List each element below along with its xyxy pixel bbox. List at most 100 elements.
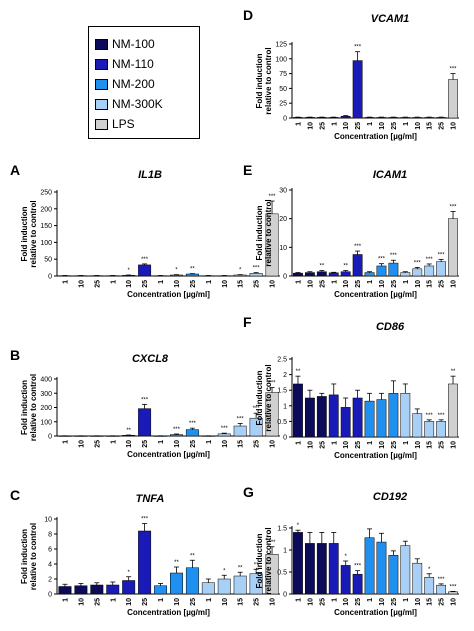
bar-nm-100-10 bbox=[304, 543, 315, 595]
bar-nm-300k-1 bbox=[400, 272, 411, 277]
y-tick-label: 25 bbox=[279, 101, 287, 108]
y-tick-label: 0.5 bbox=[277, 570, 287, 577]
y-tick-label: 10 bbox=[279, 245, 287, 252]
chart-title: TNFA bbox=[136, 493, 165, 505]
bar-nm-300k-15 bbox=[233, 575, 247, 595]
x-tick-label: 1 bbox=[403, 280, 410, 284]
y-axis-label: Fold inductionrelative to control bbox=[255, 527, 273, 594]
bar-nm-300k-15 bbox=[233, 425, 247, 437]
x-tick-label: 25 bbox=[190, 440, 197, 448]
bar-nm-110-25 bbox=[352, 573, 363, 595]
bar-nm-110-25 bbox=[352, 397, 363, 438]
chart-panel-tnfa: C TNFA 0 2 4 6 8 10 Fold inductionrelative to co… bbox=[10, 487, 280, 617]
bar-nm-100-1 bbox=[293, 383, 303, 438]
bar-lps-10 bbox=[448, 383, 458, 438]
bar-nm-200-1 bbox=[364, 400, 375, 438]
x-tick-label: 10 bbox=[451, 598, 458, 606]
y-tick-label: 0 bbox=[283, 592, 287, 599]
x-tick-label: 15 bbox=[238, 440, 245, 448]
x-tick-label: 1 bbox=[367, 280, 374, 284]
x-tick-label: 10 bbox=[451, 280, 458, 288]
x-tick-label: 10 bbox=[415, 441, 422, 449]
x-tick-label: 25 bbox=[190, 598, 197, 606]
x-tick-label: 25 bbox=[94, 440, 101, 448]
bar-nm-100-25 bbox=[90, 584, 104, 595]
x-tick-label: 25 bbox=[391, 280, 398, 288]
y-axis-label: Fold inductionrelative to control bbox=[20, 374, 38, 441]
y-tick-label: 75 bbox=[279, 71, 287, 78]
significance-label: *** bbox=[426, 413, 434, 419]
significance-label: *** bbox=[253, 266, 261, 272]
x-tick-label: 1 bbox=[158, 598, 165, 602]
x-tick-label: 10 bbox=[307, 441, 314, 449]
panel-letter: C bbox=[10, 487, 20, 503]
bar-nm-300k-10 bbox=[217, 433, 231, 437]
bar-nm-100-1 bbox=[293, 272, 303, 277]
panel-letter: G bbox=[243, 484, 254, 500]
y-tick-label: 0 bbox=[48, 434, 52, 441]
bar-nm-100-25 bbox=[316, 543, 327, 595]
x-tick-label: 25 bbox=[319, 280, 326, 288]
x-tick-label: 25 bbox=[439, 122, 446, 130]
x-tick-label: 1 bbox=[158, 280, 165, 284]
x-tick-label: 1 bbox=[403, 122, 410, 126]
x-axis-label: Concentration [µg/ml] bbox=[334, 451, 417, 460]
significance-label: *** bbox=[438, 577, 446, 583]
bar-lps-10 bbox=[448, 79, 458, 119]
bar-nm-200-10 bbox=[170, 434, 183, 437]
bar-nm-110-25 bbox=[352, 60, 363, 119]
significance-label: * bbox=[223, 568, 226, 574]
bar-nm-200-25 bbox=[388, 555, 399, 595]
y-tick-label: 6 bbox=[48, 547, 52, 554]
legend-label: NM-200 bbox=[112, 77, 155, 91]
significance-label: ** bbox=[296, 369, 301, 375]
significance-label: *** bbox=[141, 397, 149, 403]
bar-nm-300k-1 bbox=[201, 582, 215, 595]
y-tick-label: 50 bbox=[279, 86, 287, 93]
legend-swatch-nm-200 bbox=[95, 79, 108, 90]
y-axis-label: Fold inductionrelative to control bbox=[20, 523, 38, 590]
significance-label: * bbox=[128, 570, 131, 576]
significance-label: * bbox=[239, 268, 242, 274]
bar-nm-200-25 bbox=[185, 567, 199, 595]
legend-item-nm-110: NM-110 bbox=[95, 58, 154, 71]
x-tick-label: 1 bbox=[403, 441, 410, 445]
y-tick-label: 200 bbox=[40, 405, 52, 412]
significance-label: *** bbox=[378, 257, 386, 263]
chart-title: IL1B bbox=[138, 169, 162, 181]
significance-label: * bbox=[297, 523, 300, 529]
x-tick-label: 10 bbox=[343, 122, 350, 130]
legend-label: NM-100 bbox=[112, 37, 155, 51]
bar-nm-110-10 bbox=[340, 565, 351, 595]
y-axis-label: Fold inductionrelative to control bbox=[255, 47, 273, 114]
significance-label: *** bbox=[438, 413, 446, 419]
y-tick-label: 250 bbox=[40, 190, 52, 197]
y-tick-label: 4 bbox=[48, 562, 52, 569]
x-tick-label: 25 bbox=[355, 280, 362, 288]
significance-label: *** bbox=[390, 253, 398, 259]
x-tick-label: 15 bbox=[427, 280, 434, 288]
legend-label: NM-110 bbox=[112, 57, 154, 71]
y-tick-label: 30 bbox=[279, 188, 287, 195]
panel-letter: B bbox=[10, 347, 20, 363]
y-tick-label: 100 bbox=[275, 56, 287, 63]
x-axis-label: Concentration [µg/ml] bbox=[127, 450, 210, 459]
x-tick-label: 25 bbox=[391, 441, 398, 449]
significance-label: *** bbox=[253, 406, 261, 412]
bar-nm-200-25 bbox=[388, 262, 399, 277]
bar-nm-300k-10 bbox=[412, 413, 423, 438]
bar-nm-100-10 bbox=[74, 585, 88, 595]
x-tick-label: 10 bbox=[174, 598, 181, 606]
bar-nm-200-10 bbox=[170, 572, 183, 595]
significance-label: ** bbox=[126, 428, 131, 434]
bar-nm-110-25 bbox=[138, 264, 152, 277]
bar-nm-200-25 bbox=[185, 273, 199, 277]
chart-title: CD192 bbox=[373, 491, 407, 503]
x-tick-label: 25 bbox=[391, 598, 398, 606]
significance-label: *** bbox=[189, 421, 197, 427]
y-tick-label: 10 bbox=[44, 517, 52, 524]
significance-label: ** bbox=[174, 560, 179, 566]
bar-nm-110-25 bbox=[352, 254, 363, 277]
bar-nm-300k-15 bbox=[424, 577, 435, 595]
